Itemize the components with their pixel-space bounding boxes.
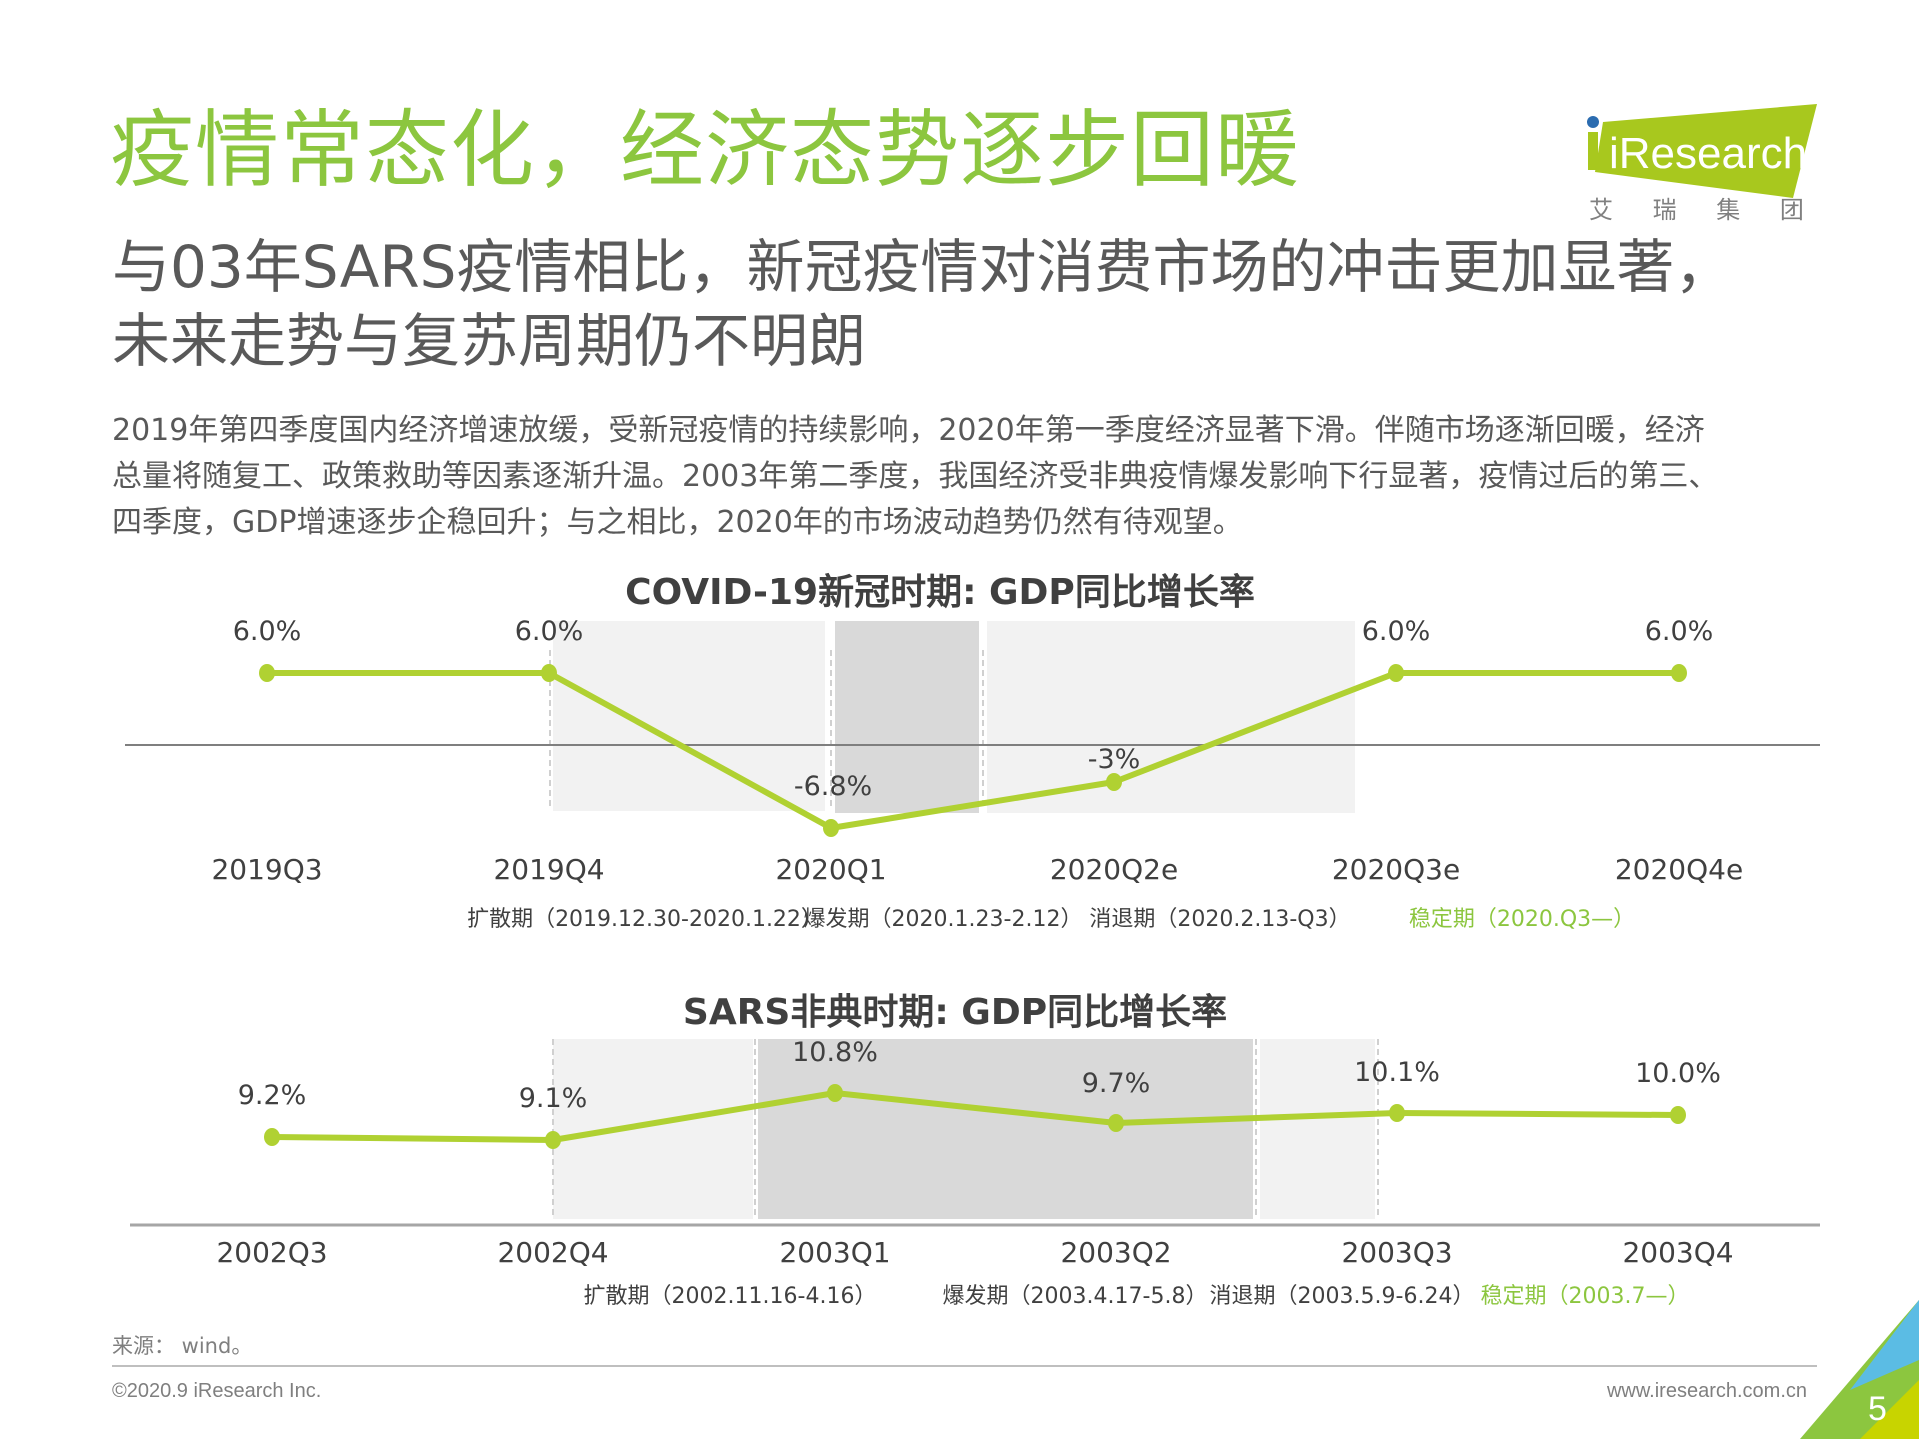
sars-phase-recession: 消退期（2003.5.9-6.24）	[1209, 1284, 1475, 1309]
covid-gdp-line	[267, 670, 1679, 831]
page-subtitle: 与03年SARS疫情相比，新冠疫情对消费市场的冲击更加显著， 未来走势与复苏周期…	[112, 230, 1733, 378]
sars-value-label: 10.1%	[1354, 1057, 1440, 1088]
corner-decoration	[1800, 1300, 1919, 1439]
sars-category-label: 2002Q4	[497, 1236, 609, 1269]
iresearch-logo-mark: iResearch	[1587, 104, 1817, 198]
footer-divider	[112, 1365, 1817, 1367]
svg-text:iResearch: iResearch	[1609, 129, 1807, 178]
summary-line: 四季度，GDP增速逐步企稳回升；与之相比，2020年的市场波动趋势仍然有待观望。	[112, 505, 1243, 540]
covid-value-label: 6.0%	[514, 616, 584, 647]
sars-category-label: 2003Q1	[779, 1236, 891, 1269]
sars-band-recession	[1260, 1039, 1375, 1219]
sars-phase-stable: 稳定期（2003.7—）	[1480, 1284, 1690, 1309]
sars-gdp-line	[271, 1090, 1679, 1143]
covid-band-recession	[987, 621, 1355, 813]
source-note: 来源： wind。	[112, 1334, 253, 1358]
subtitle-line: 未来走势与复苏周期仍不明朗	[112, 307, 867, 375]
sars-data-points	[264, 1084, 1686, 1149]
summary-paragraph: 2019年第四季度国内经济增速放缓，受新冠疫情的持续影响，2020年第一季度经济…	[112, 408, 1812, 546]
covid-band-outbreak	[835, 621, 979, 813]
sars-category-label: 2003Q2	[1060, 1236, 1172, 1269]
covid-phase-outbreak: 爆发期（2020.1.23-2.12）	[803, 907, 1083, 932]
summary-line: 2019年第四季度国内经济增速放缓，受新冠疫情的持续影响，2020年第一季度经济…	[112, 413, 1705, 448]
sars-phase-spread: 扩散期（2002.11.16-4.16）	[583, 1284, 877, 1309]
page-number: 5	[1868, 1390, 1887, 1428]
covid-category-label: 2020Q3e	[1331, 853, 1461, 886]
covid-value-label: 6.0%	[1361, 616, 1431, 647]
sars-category-label: 2003Q3	[1341, 1236, 1453, 1269]
covid-phase-spread: 扩散期（2019.12.30-2020.1.22）	[467, 907, 823, 932]
covid-phase-stable: 稳定期（2020.Q3—）	[1408, 907, 1636, 932]
sars-category-label: 2002Q3	[216, 1236, 328, 1269]
covid-category-label: 2019Q4	[493, 853, 605, 886]
sars-band-outbreak	[758, 1039, 1253, 1219]
sars-chart-title: SARS非典时期: GDP同比增长率	[682, 992, 1228, 1033]
covid-value-label: 6.0%	[232, 616, 302, 647]
sars-band-spread	[553, 1039, 753, 1219]
covid-phase-recession: 消退期（2020.2.13-Q3）	[1089, 907, 1351, 932]
covid-category-label: 2020Q1	[775, 853, 887, 886]
covid-band-spread	[553, 621, 825, 811]
covid-category-label: 2019Q3	[211, 853, 323, 886]
sars-value-label: 9.7%	[1081, 1068, 1151, 1099]
subtitle-line: 与03年SARS疫情相比，新冠疫情对消费市场的冲击更加显著，	[112, 233, 1733, 301]
page-title: 疫情常态化，经济态势逐步回暖	[110, 101, 1301, 199]
sars-value-label: 10.8%	[792, 1037, 878, 1068]
covid-category-label: 2020Q2e	[1049, 853, 1179, 886]
covid-value-label: -6.8%	[793, 771, 873, 802]
summary-line: 总量将随复工、政策救助等因素逐渐升温。2003年第二季度，我国经济受非典疫情爆发…	[112, 459, 1719, 494]
covid-value-label: -3%	[1087, 744, 1141, 775]
logo-cn-name: 艾 瑞 集 团	[1589, 196, 1820, 224]
covid-chart-title: COVID-19新冠时期: GDP同比增长率	[625, 572, 1255, 613]
covid-value-label: 6.0%	[1644, 616, 1714, 647]
covid-category-label: 2020Q4e	[1614, 853, 1744, 886]
sars-value-label: 9.2%	[237, 1080, 307, 1111]
covid-data-points	[259, 664, 1687, 837]
sars-category-label: 2003Q4	[1622, 1236, 1734, 1269]
sars-value-label: 9.1%	[518, 1083, 588, 1114]
website-link[interactable]: www.iresearch.com.cn	[1606, 1380, 1807, 1402]
sars-phase-outbreak: 爆发期（2003.4.17-5.8）	[942, 1284, 1208, 1309]
iresearch-logo: iResearch 艾 瑞 集 团	[1585, 100, 1825, 224]
sars-value-label: 10.0%	[1635, 1058, 1721, 1089]
copyright: ©2020.9 iResearch Inc.	[112, 1380, 322, 1402]
